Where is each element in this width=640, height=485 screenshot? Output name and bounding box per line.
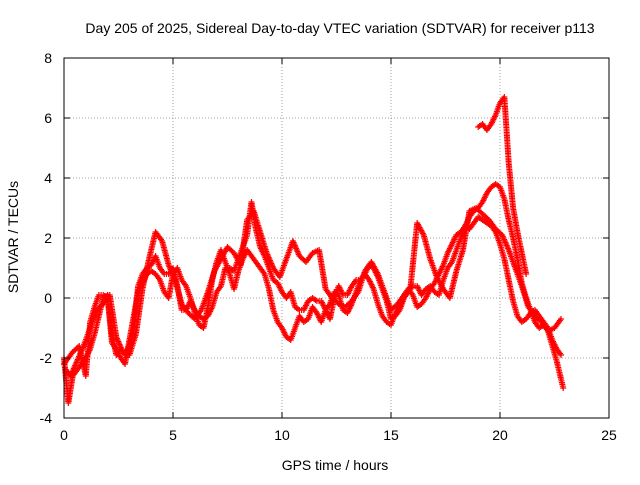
- x-tick-label: 20: [492, 427, 508, 443]
- y-tick-label: 4: [44, 170, 52, 186]
- x-tick-label: 10: [274, 427, 290, 443]
- tick-labels: 0 5 10 15 20 25 -4 -2 0 2 4 6 8: [40, 50, 617, 443]
- x-tick-label: 0: [60, 427, 68, 443]
- y-tick-label: -2: [40, 350, 53, 366]
- y-tick-label: 8: [44, 50, 52, 66]
- y-tick-label: 6: [44, 110, 52, 126]
- data-points: [61, 94, 567, 406]
- data-point-trace-c: [558, 316, 565, 322]
- data-point-trace-d: [523, 271, 530, 277]
- x-axis-label: GPS time / hours: [282, 457, 389, 473]
- y-tick-label: 2: [44, 230, 52, 246]
- data-point-trace-b: [558, 352, 565, 358]
- y-axis-label: SDTVAR / TECUs: [5, 181, 21, 293]
- axes: [63, 57, 610, 419]
- x-tick-label: 25: [601, 427, 617, 443]
- y-tick-label: -4: [40, 410, 53, 426]
- y-tick-label: 0: [44, 290, 52, 306]
- chart-title: Day 205 of 2025, Sidereal Day-to-day VTE…: [85, 20, 594, 36]
- x-tick-label: 15: [383, 427, 399, 443]
- data-point-trace-a: [560, 385, 567, 391]
- x-tick-label: 5: [169, 427, 177, 443]
